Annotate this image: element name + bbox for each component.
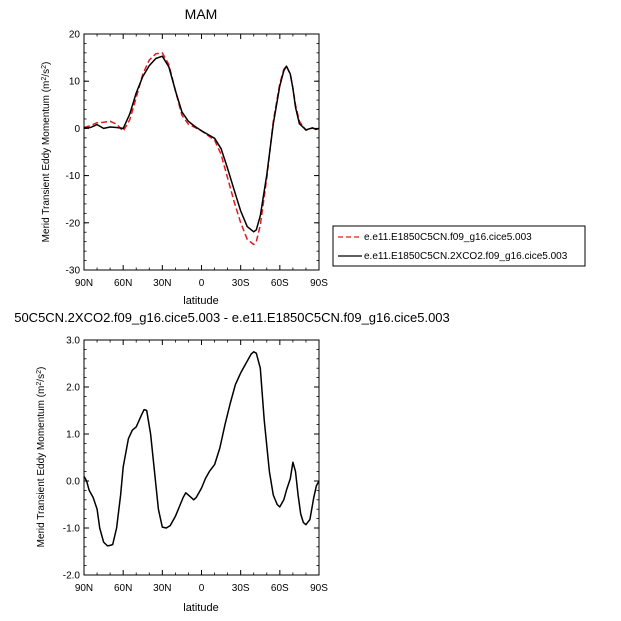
y-tick-label: -2.0	[63, 571, 81, 582]
x-tick-label: 60N	[114, 278, 132, 289]
y-tick-label: -10	[66, 171, 81, 182]
bottom-panel: 50C5CN.2XCO2.f09_g16.cice5.003 - e.e11.E…	[14, 310, 450, 614]
y-tick-label: 1.0	[66, 430, 80, 441]
top-panel-ylabel: Merid Transient Eddy Momentum (m2/s2)	[41, 62, 53, 243]
y-tick-label: 0	[74, 124, 80, 135]
y-tick-label: -1.0	[63, 524, 81, 535]
bottom-panel-ylabel: Merid Transient Eddy Momentum (m2/s2)	[36, 367, 48, 548]
legend-label-control: e.e11.E1850C5CN.f09_g16.cice5.003	[364, 232, 532, 243]
legend-box	[332, 225, 586, 267]
y-tick-label: 10	[69, 77, 81, 88]
legend-label-2xco2: e.e11.E1850C5CN.2XCO2.f09_g16.cice5.003	[364, 251, 568, 262]
top-panel-xlabel: latitude	[183, 295, 218, 307]
top-plot-area: 90N 60N 30N 0 30S 60S 90S 20 10 0 -10 -20 -30	[66, 30, 329, 290]
x-tick-label: 30N	[153, 583, 171, 594]
top-panel: MAM 90N 60N 30N 0 30S 60S 90S 20 10 0 -10 -20 -30 la…	[41, 6, 329, 307]
bottom-plot-area: 90N 60N 30N 0 30S 60S 90S 3.0 2.0 1.0 0.0 -1.0 -2.0	[63, 336, 328, 595]
bottom-panel-xlabel: latitude	[183, 602, 218, 614]
y-tick-label: 0.0	[66, 477, 80, 488]
series-line-0	[83, 52, 320, 246]
y-tick-label: 20	[69, 30, 81, 41]
top-panel-title: MAM	[185, 6, 218, 22]
y-tick-label: -20	[66, 218, 81, 229]
y-tick-label: 2.0	[66, 383, 80, 394]
x-tick-label: 30S	[232, 278, 250, 289]
y-tick-label: 3.0	[66, 336, 80, 347]
series-line-0	[83, 351, 320, 547]
x-tick-label: 90N	[75, 278, 93, 289]
x-tick-label: 90N	[75, 583, 93, 594]
x-tick-label: 60N	[114, 583, 132, 594]
bottom-panel-title: 50C5CN.2XCO2.f09_g16.cice5.003 - e.e11.E…	[14, 310, 450, 325]
series-line-1	[83, 55, 320, 233]
plot-frame	[83, 339, 320, 576]
y-tick-label: -30	[66, 266, 81, 277]
x-tick-label: 30N	[153, 278, 171, 289]
x-tick-label: 30S	[232, 583, 250, 594]
x-tick-label: 90S	[310, 278, 328, 289]
x-tick-label: 90S	[310, 583, 328, 594]
x-tick-label: 60S	[271, 278, 289, 289]
x-tick-label: 0	[199, 278, 205, 289]
x-tick-label: 60S	[271, 583, 289, 594]
legend: e.e11.E1850C5CN.f09_g16.cice5.003 e.e11.…	[332, 225, 586, 267]
x-tick-label: 0	[199, 583, 205, 594]
